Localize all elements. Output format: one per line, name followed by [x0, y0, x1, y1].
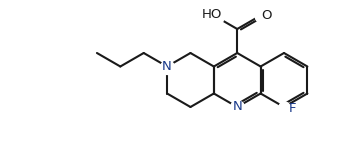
Text: F: F — [288, 102, 296, 115]
Text: O: O — [261, 9, 272, 22]
Text: N: N — [162, 60, 172, 73]
Text: HO: HO — [201, 8, 222, 21]
Text: N: N — [232, 100, 242, 114]
